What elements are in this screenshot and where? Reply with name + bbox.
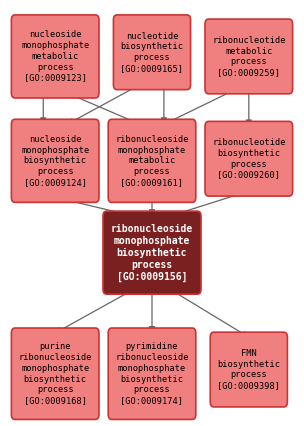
- FancyBboxPatch shape: [11, 119, 99, 202]
- FancyBboxPatch shape: [11, 328, 99, 420]
- FancyBboxPatch shape: [108, 119, 196, 202]
- FancyBboxPatch shape: [108, 328, 196, 420]
- Text: nucleoside
monophosphate
metabolic
process
[GO:0009123]: nucleoside monophosphate metabolic proce…: [21, 30, 89, 83]
- FancyBboxPatch shape: [103, 211, 201, 294]
- Text: nucleotide
biosynthetic
process
[GO:0009165]: nucleotide biosynthetic process [GO:0009…: [120, 32, 184, 73]
- Text: pyrimidine
ribonucleoside
monophosphate
biosynthetic
process
[GO:0009174]: pyrimidine ribonucleoside monophosphate …: [115, 343, 189, 405]
- Text: ribonucleotide
metabolic
process
[GO:0009259]: ribonucleotide metabolic process [GO:000…: [212, 36, 285, 77]
- FancyBboxPatch shape: [205, 121, 293, 196]
- FancyBboxPatch shape: [210, 332, 287, 407]
- FancyBboxPatch shape: [113, 15, 191, 89]
- Text: FMN
biosynthetic
process
[GO:0009398]: FMN biosynthetic process [GO:0009398]: [217, 349, 280, 390]
- Text: ribonucleoside
monophosphate
biosynthetic
process
[GO:0009156]: ribonucleoside monophosphate biosyntheti…: [111, 224, 193, 282]
- FancyBboxPatch shape: [205, 19, 293, 94]
- Text: nucleoside
monophosphate
biosynthetic
process
[GO:0009124]: nucleoside monophosphate biosynthetic pr…: [21, 135, 89, 187]
- Text: purine
ribonucleoside
monophosphate
biosynthetic
process
[GO:0009168]: purine ribonucleoside monophosphate bios…: [19, 343, 92, 405]
- FancyBboxPatch shape: [11, 15, 99, 98]
- Text: ribonucleoside
monophosphate
metabolic
process
[GO:0009161]: ribonucleoside monophosphate metabolic p…: [115, 135, 189, 187]
- Text: ribonucleotide
biosynthetic
process
[GO:0009260]: ribonucleotide biosynthetic process [GO:…: [212, 138, 285, 179]
